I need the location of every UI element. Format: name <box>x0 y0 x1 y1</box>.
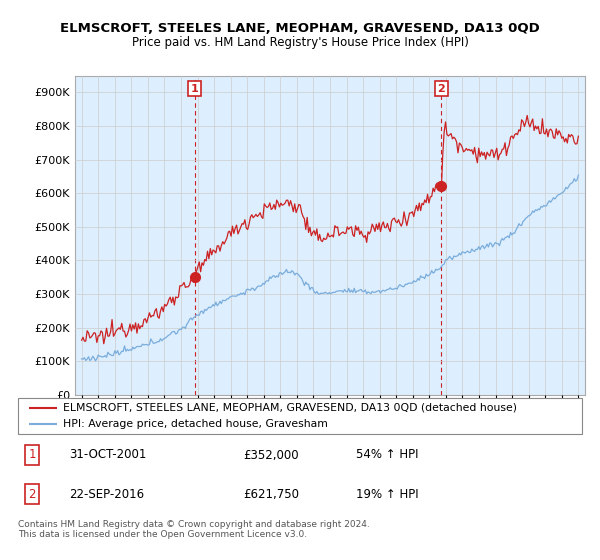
Text: 1: 1 <box>28 449 36 461</box>
Text: 2: 2 <box>28 488 36 501</box>
Text: ELMSCROFT, STEELES LANE, MEOPHAM, GRAVESEND, DA13 0QD (detached house): ELMSCROFT, STEELES LANE, MEOPHAM, GRAVES… <box>63 403 517 413</box>
Text: Contains HM Land Registry data © Crown copyright and database right 2024.
This d: Contains HM Land Registry data © Crown c… <box>18 520 370 539</box>
Text: ELMSCROFT, STEELES LANE, MEOPHAM, GRAVESEND, DA13 0QD: ELMSCROFT, STEELES LANE, MEOPHAM, GRAVES… <box>60 22 540 35</box>
Text: 22-SEP-2016: 22-SEP-2016 <box>69 488 144 501</box>
Text: £621,750: £621,750 <box>244 488 299 501</box>
Text: 19% ↑ HPI: 19% ↑ HPI <box>356 488 419 501</box>
Text: 2: 2 <box>437 83 445 94</box>
Text: Price paid vs. HM Land Registry's House Price Index (HPI): Price paid vs. HM Land Registry's House … <box>131 36 469 49</box>
Text: 31-OCT-2001: 31-OCT-2001 <box>69 449 146 461</box>
Text: 1: 1 <box>191 83 199 94</box>
FancyBboxPatch shape <box>18 398 582 434</box>
Text: 54% ↑ HPI: 54% ↑ HPI <box>356 449 419 461</box>
Text: HPI: Average price, detached house, Gravesham: HPI: Average price, detached house, Grav… <box>63 419 328 429</box>
Text: £352,000: £352,000 <box>244 449 299 461</box>
